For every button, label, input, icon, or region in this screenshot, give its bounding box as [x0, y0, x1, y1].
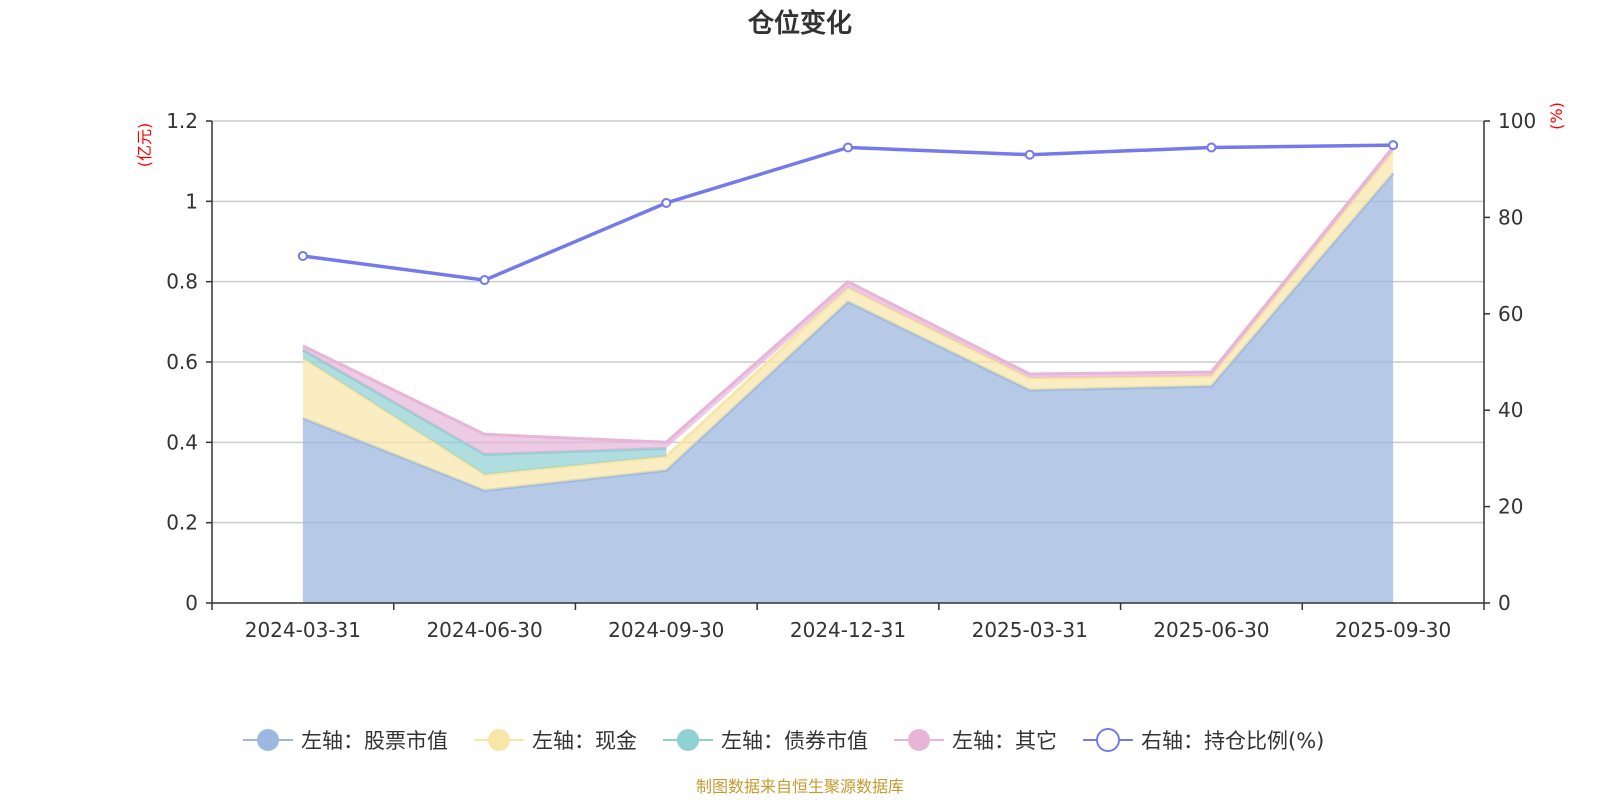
position-ratio-point	[843, 142, 853, 153]
right-axis-tick-label: 0	[1498, 591, 1511, 615]
position-ratio-line	[302, 143, 1394, 282]
left-axis-tick-label: 0.2	[166, 511, 198, 535]
left-axis-tick-label: 0.6	[166, 350, 198, 374]
x-axis-tick-label: 2025-03-31	[972, 618, 1088, 642]
x-axis-tick-label: 2024-06-30	[426, 618, 542, 642]
right-axis-tick-label: 60	[1498, 302, 1523, 326]
left-axis-tick-label: 1.2	[166, 109, 198, 133]
axes: 0 0.2 0.4 0.6 0.8 1 1.2 0 20 40 60 80 100 2024-03-31 2…	[166, 109, 1536, 642]
legend-symbol-marker	[677, 729, 699, 751]
legend-item: 左轴：债券市值	[663, 729, 868, 753]
legend-symbol-marker	[488, 729, 510, 751]
right-axis-tick-label: 80	[1498, 205, 1523, 229]
position-ratio-point	[1024, 149, 1035, 160]
area-top-line	[302, 146, 1395, 444]
x-axis-tick-label: 2024-03-31	[245, 618, 361, 642]
right-axis-tick-label: 20	[1498, 495, 1523, 519]
legend-symbol-marker	[1096, 728, 1120, 752]
right-axis-tick-label: 100	[1498, 109, 1536, 133]
legend-symbol-marker	[908, 729, 930, 751]
x-axis-tick-label: 2024-09-30	[608, 618, 724, 642]
position-ratio-point	[661, 197, 672, 208]
legend-label: 左轴：股票市值	[301, 729, 448, 753]
position-ratio-point	[479, 275, 490, 286]
source-note: 制图数据来自恒生聚源数据库	[696, 777, 904, 796]
legend-label: 左轴：其它	[952, 729, 1057, 753]
left-axis-tick-label: 0.4	[166, 430, 198, 454]
position-ratio-point	[1388, 140, 1399, 151]
chart-title: 仓位变化	[747, 8, 852, 39]
x-axis-tick-label: 2025-09-30	[1335, 618, 1451, 642]
legend-label: 右轴：持仓比例(%)	[1141, 729, 1324, 753]
position-ratio-line-layer	[297, 140, 1399, 286]
area-band	[302, 151, 1394, 491]
legend-label: 左轴：现金	[532, 729, 637, 753]
legend-item: 右轴：持仓比例(%)	[1083, 728, 1324, 753]
area-band	[302, 173, 1394, 603]
stacked-area-layer	[302, 146, 1395, 603]
left-axis-tick-label: 0	[185, 591, 198, 615]
legend-item: 左轴：股票市值	[243, 729, 448, 753]
left-axis-tick-label: 0.8	[166, 270, 198, 294]
left-axis-unit: (亿元)	[135, 123, 154, 168]
right-axis-tick-label: 40	[1498, 398, 1523, 422]
x-axis-tick-label: 2024-12-31	[790, 618, 906, 642]
position-ratio-point	[297, 250, 308, 261]
right-axis-unit: (%)	[1547, 102, 1566, 130]
legend-label: 左轴：债券市值	[721, 729, 868, 753]
legend-item: 左轴：其它	[894, 729, 1057, 753]
left-axis-tick-label: 1	[185, 189, 198, 213]
legend-symbol-marker	[257, 729, 279, 751]
legend-item: 左轴：现金	[474, 729, 637, 753]
legend: 左轴：股票市值 左轴：现金 左轴：债券市值 左轴：其它 右轴：持仓比例(%)	[243, 728, 1324, 753]
x-axis-tick-label: 2025-06-30	[1153, 618, 1269, 642]
position-ratio-point	[1206, 142, 1217, 153]
